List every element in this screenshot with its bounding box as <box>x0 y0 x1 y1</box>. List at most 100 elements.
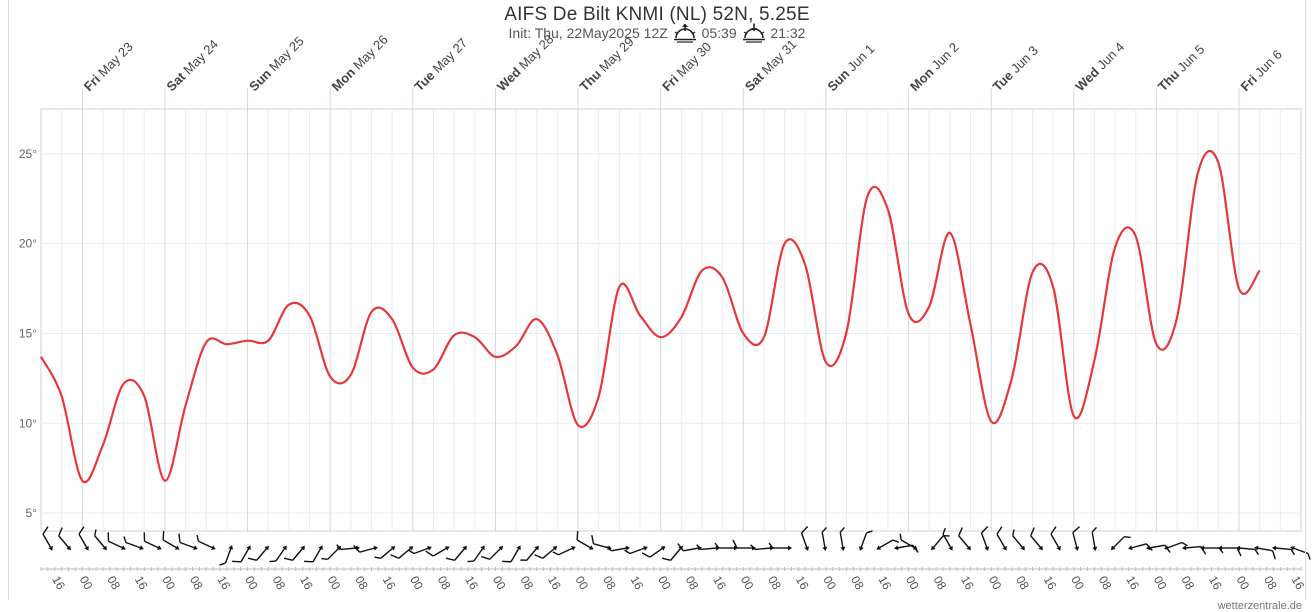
wind-barb <box>269 543 288 566</box>
wind-barb-feather <box>122 536 127 542</box>
wind-barb-feather <box>769 543 773 548</box>
hour-label: 16 <box>462 574 481 593</box>
wind-barb-arrowhead <box>1038 546 1044 552</box>
wind-barb <box>1182 544 1206 556</box>
sunrise-icon <box>672 23 698 43</box>
wind-barb-arrowhead <box>894 545 899 551</box>
wind-barb <box>39 527 60 552</box>
day-label: Tue May 27 <box>411 35 470 94</box>
hour-label: 08 <box>765 574 784 593</box>
wind-barb-feather <box>374 554 380 560</box>
wind-barb <box>75 527 96 552</box>
wind-barb-feather <box>800 526 809 532</box>
day-label: Fri Jun 6 <box>1238 47 1285 94</box>
wind-barb <box>54 528 77 552</box>
hour-label: 08 <box>352 574 371 593</box>
wind-barb-feather <box>391 552 399 561</box>
frame-right-border <box>1305 0 1306 600</box>
hour-label: 00 <box>655 574 674 593</box>
wind-barb <box>354 539 379 555</box>
wind-barb <box>1069 527 1085 552</box>
wind-barb-feather <box>678 543 683 552</box>
day-label-weekday: Sat <box>742 67 769 94</box>
wind-barb-feather <box>1219 548 1223 553</box>
wind-barb <box>589 535 614 551</box>
wind-barb-arrowhead <box>534 544 540 550</box>
wind-barb <box>837 527 848 551</box>
wind-barb-shaft <box>360 548 375 552</box>
credit-text: wetterzentrale.de <box>1218 600 1302 612</box>
hour-label: 08 <box>517 574 536 593</box>
init-line: Init: Thu, 22May2025 12Z 05:39 21:32 <box>0 23 1314 43</box>
wind-barb-shaft <box>982 533 987 548</box>
wind-barb-arrowhead <box>462 544 468 550</box>
wind-barb-arrowhead <box>139 545 144 551</box>
wind-barb <box>894 542 918 556</box>
wind-barb-shaft <box>933 536 943 548</box>
wind-barb-feather <box>41 527 50 534</box>
wind-barb-shaft <box>293 548 303 560</box>
y-tick-label: 25° <box>19 147 37 161</box>
wind-barb <box>90 529 111 551</box>
hour-label: 16 <box>793 574 812 593</box>
wind-barb-shaft <box>802 533 807 548</box>
wind-barb-arrowhead <box>1236 545 1240 550</box>
wind-barb-feather <box>553 550 559 556</box>
day-label-weekday: Tue <box>990 65 1019 94</box>
wind-barb-shaft <box>1257 548 1273 551</box>
hour-label: 16 <box>710 574 729 593</box>
wind-barb <box>875 536 899 554</box>
wind-barb-feather <box>408 549 413 555</box>
day-label-date: Jun 3 <box>1008 43 1041 76</box>
hour-label: 00 <box>738 574 757 593</box>
wind-barb <box>978 526 996 551</box>
sunset-icon <box>741 23 767 43</box>
wind-barb <box>624 542 648 557</box>
wind-barb-feather <box>176 534 182 543</box>
wind-barb-feather <box>219 561 225 566</box>
sunset-time: 21:32 <box>770 25 805 41</box>
wind-barb <box>715 543 738 551</box>
y-tick-label: 10° <box>19 416 37 430</box>
wind-barb-feather <box>1124 534 1130 540</box>
y-tick-label: 5° <box>26 506 38 520</box>
wind-barb-feather <box>269 558 275 564</box>
wind-barb-arrowhead <box>318 544 324 550</box>
wind-barb <box>769 543 792 551</box>
wind-barb-shaft <box>594 544 609 548</box>
day-label-date: Jun 1 <box>844 41 877 74</box>
day-label: Sun Jun 1 <box>824 41 877 94</box>
wind-barb <box>337 543 361 552</box>
wind-barb-feather <box>160 531 167 540</box>
wind-barb-shaft <box>650 548 663 557</box>
day-label-weekday: Thu <box>577 64 607 94</box>
hour-label: 08 <box>848 574 867 593</box>
hour-label: 00 <box>159 574 178 593</box>
wind-barb-feather <box>606 546 611 552</box>
hour-label: 08 <box>1261 574 1280 593</box>
wind-barb-shaft <box>943 534 951 548</box>
hour-label: 16 <box>545 574 564 593</box>
wind-barb-feather <box>751 544 755 549</box>
wind-barb-arrowhead <box>121 545 127 551</box>
wind-barb-feather <box>1237 548 1241 556</box>
wind-barb-arrowhead <box>300 544 306 550</box>
wind-barb-arrowhead <box>607 545 612 551</box>
y-tick-label: 20° <box>19 237 37 251</box>
wind-barb-feather <box>141 532 148 541</box>
wind-barb-feather <box>446 555 455 563</box>
day-label: Mon Jun 2 <box>907 40 962 95</box>
wind-barb-shaft <box>43 534 51 548</box>
wind-barb-shaft <box>683 548 699 551</box>
wind-barb <box>304 541 325 566</box>
wind-barb-feather <box>426 549 433 558</box>
wind-barb-arrowhead <box>282 544 288 550</box>
wind-barb-shaft <box>755 548 771 549</box>
wind-barb-feather <box>624 549 629 555</box>
wind-barb-feather <box>574 531 581 540</box>
wind-barb-shaft <box>126 543 141 548</box>
wind-barb-shaft <box>1275 548 1291 549</box>
wind-barb-arrowhead <box>875 545 881 551</box>
wind-barb-arrowhead <box>1272 545 1276 550</box>
